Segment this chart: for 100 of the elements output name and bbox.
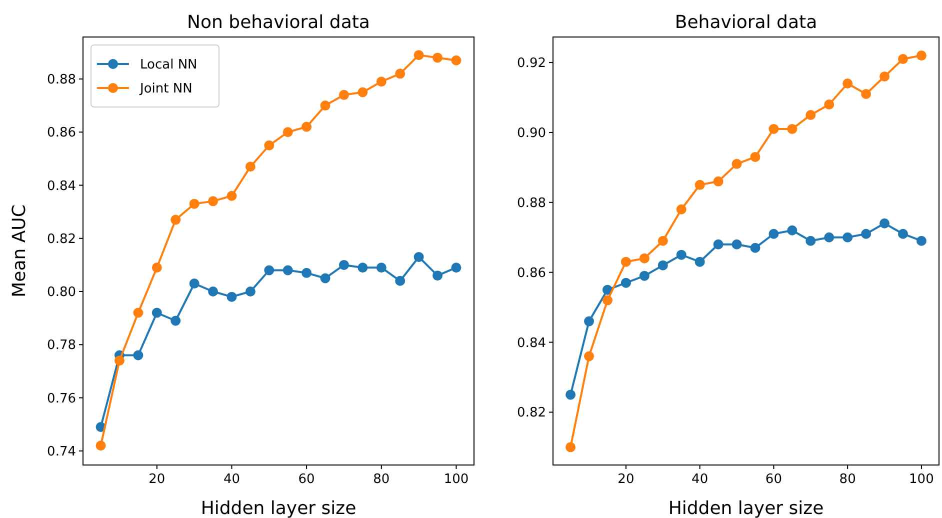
point [768, 228, 779, 239]
point [842, 232, 853, 242]
point [395, 276, 406, 286]
x-axis-title: Hidden layer size [668, 498, 824, 518]
point [713, 239, 724, 250]
point [639, 270, 650, 281]
point [395, 68, 406, 79]
point [732, 158, 742, 169]
point [639, 253, 650, 264]
point [566, 442, 576, 452]
y-tick-label: 0.74 [47, 444, 76, 460]
point [432, 52, 443, 63]
point [208, 286, 218, 297]
chart-title: Non behavioral data [187, 12, 370, 33]
x-tick-label: 40 [692, 472, 708, 487]
point [451, 262, 462, 273]
point [320, 100, 330, 111]
chart-title: Behavioral data [674, 12, 818, 33]
point [620, 278, 631, 288]
point [861, 228, 872, 239]
point [658, 236, 668, 246]
point [152, 262, 162, 273]
point [226, 190, 237, 201]
point [916, 236, 926, 246]
point [133, 308, 144, 318]
y-tick-label: 0.86 [517, 266, 546, 281]
point [787, 225, 798, 236]
point [842, 78, 853, 88]
point [658, 260, 668, 270]
point [414, 50, 424, 60]
x-tick-label: 80 [839, 472, 856, 487]
point [208, 196, 218, 206]
x-tick-label: 100 [909, 472, 934, 487]
point [916, 50, 926, 61]
x-tick-label: 60 [298, 472, 315, 487]
legend-label: Local NN [140, 58, 198, 73]
point [750, 242, 760, 253]
point [676, 204, 686, 214]
point [694, 180, 705, 190]
point [152, 308, 162, 318]
point [302, 122, 312, 132]
point [170, 214, 181, 225]
point [566, 390, 576, 400]
point [713, 176, 724, 186]
point [584, 316, 594, 326]
y-tick-label: 0.86 [47, 126, 76, 141]
y-tick-label: 0.82 [517, 406, 546, 421]
point [602, 295, 612, 306]
point [282, 265, 293, 276]
point [338, 260, 349, 270]
point [880, 218, 890, 228]
point [189, 278, 200, 289]
point [114, 356, 124, 366]
y-tick-label: 0.76 [47, 391, 76, 406]
point [898, 54, 908, 64]
point [806, 236, 816, 246]
point [264, 140, 274, 150]
y-tick-label: 0.82 [47, 232, 76, 247]
point [584, 351, 594, 362]
y-tick-label: 0.78 [47, 338, 76, 354]
point [226, 292, 237, 302]
x-tick-label: 20 [148, 472, 166, 487]
point [338, 90, 349, 100]
point [320, 273, 330, 284]
point [750, 152, 760, 162]
legend-label: Joint NN [139, 82, 192, 97]
y-tick-label: 0.84 [517, 336, 546, 351]
x-tick-label: 40 [223, 472, 240, 487]
point [245, 162, 256, 172]
point [245, 286, 256, 297]
point [170, 316, 181, 326]
y-axis-title: Mean AUC [9, 204, 30, 298]
x-tick-label: 60 [765, 472, 782, 487]
point [898, 228, 908, 239]
point [676, 250, 686, 260]
point [133, 350, 144, 360]
point [189, 198, 200, 209]
point [264, 265, 274, 276]
point [787, 124, 798, 134]
y-tick-label: 0.90 [517, 126, 546, 142]
point [824, 99, 834, 110]
x-tick-label: 20 [618, 472, 634, 487]
point [358, 87, 368, 98]
point [358, 262, 368, 273]
x-axis-title: Hidden layer size [200, 498, 356, 518]
point [768, 124, 779, 134]
point [861, 89, 872, 99]
x-tick-label: 100 [444, 472, 469, 487]
point [732, 239, 742, 250]
point [880, 72, 890, 82]
point [824, 232, 834, 242]
point [282, 127, 293, 138]
point [302, 268, 312, 278]
point [806, 110, 816, 120]
point [376, 76, 386, 87]
point [620, 256, 631, 267]
point [694, 256, 705, 267]
y-tick-label: 0.88 [517, 196, 546, 211]
point [432, 270, 443, 281]
point [451, 55, 462, 66]
